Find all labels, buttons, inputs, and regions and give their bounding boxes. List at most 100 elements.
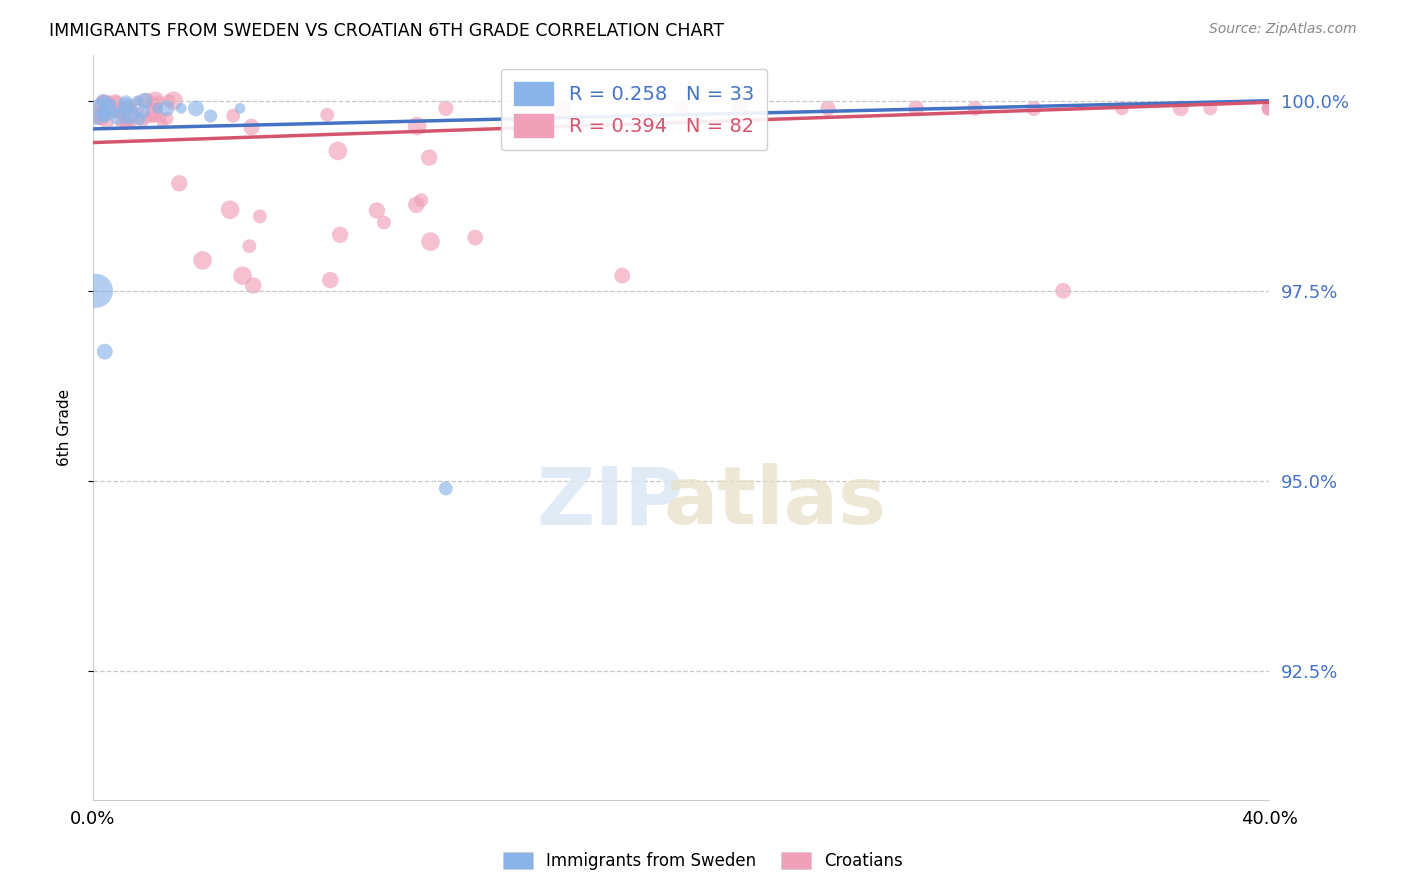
- Point: [1111, 101, 1133, 115]
- Point: [405, 198, 427, 212]
- Y-axis label: 6th Grade: 6th Grade: [58, 389, 72, 467]
- Point: [128, 94, 150, 108]
- Point: [162, 94, 184, 108]
- Point: [91, 94, 114, 108]
- Point: [127, 94, 149, 108]
- Point: [249, 210, 271, 224]
- Legend: R = 0.258   N = 33, R = 0.394   N = 82: R = 0.258 N = 33, R = 0.394 N = 82: [501, 69, 768, 151]
- Point: [111, 103, 134, 117]
- Point: [167, 176, 190, 190]
- Point: [238, 239, 260, 253]
- Point: [669, 101, 692, 115]
- Point: [128, 105, 150, 120]
- Point: [817, 101, 839, 115]
- Point: [117, 112, 139, 126]
- Point: [120, 109, 142, 123]
- Point: [1258, 101, 1281, 115]
- Point: [150, 111, 173, 125]
- Point: [121, 97, 143, 112]
- Point: [114, 116, 136, 130]
- Point: [219, 202, 242, 217]
- Point: [136, 94, 159, 108]
- Point: [1022, 101, 1045, 115]
- Point: [93, 94, 115, 108]
- Point: [316, 108, 339, 122]
- Point: [121, 103, 143, 117]
- Point: [242, 278, 264, 293]
- Point: [128, 112, 150, 126]
- Point: [170, 101, 193, 115]
- Point: [100, 97, 122, 112]
- Point: [728, 101, 751, 115]
- Point: [142, 96, 165, 111]
- Point: [1258, 101, 1281, 115]
- Point: [120, 102, 142, 116]
- Point: [240, 120, 263, 134]
- Point: [434, 101, 457, 115]
- Point: [905, 101, 928, 115]
- Point: [146, 101, 169, 115]
- Point: [108, 103, 131, 117]
- Point: [107, 94, 129, 108]
- Point: [87, 99, 110, 113]
- Point: [104, 94, 127, 108]
- Point: [87, 103, 110, 117]
- Point: [1052, 284, 1074, 298]
- Point: [200, 109, 222, 123]
- Point: [93, 108, 115, 122]
- Point: [411, 193, 433, 207]
- Point: [157, 94, 180, 108]
- Point: [96, 116, 118, 130]
- Point: [107, 110, 129, 124]
- Point: [94, 111, 117, 125]
- Point: [156, 112, 179, 126]
- Point: [94, 344, 117, 359]
- Point: [373, 215, 395, 229]
- Point: [148, 94, 170, 108]
- Point: [1199, 101, 1222, 115]
- Point: [232, 268, 254, 283]
- Point: [326, 144, 349, 158]
- Point: [90, 109, 112, 123]
- Point: [132, 104, 155, 119]
- Point: [150, 117, 173, 131]
- Point: [145, 98, 167, 112]
- Point: [118, 115, 141, 129]
- Point: [91, 106, 114, 120]
- Point: [128, 112, 150, 127]
- Point: [366, 203, 388, 218]
- Point: [963, 101, 986, 115]
- Point: [229, 101, 252, 115]
- Point: [419, 235, 441, 249]
- Point: [84, 284, 107, 298]
- Point: [553, 101, 575, 115]
- Point: [464, 230, 486, 244]
- Point: [86, 112, 108, 126]
- Point: [89, 112, 111, 126]
- Text: IMMIGRANTS FROM SWEDEN VS CROATIAN 6TH GRADE CORRELATION CHART: IMMIGRANTS FROM SWEDEN VS CROATIAN 6TH G…: [49, 22, 724, 40]
- Point: [115, 99, 138, 113]
- Point: [115, 95, 138, 109]
- Point: [115, 112, 138, 126]
- Point: [111, 108, 134, 122]
- Point: [112, 103, 135, 118]
- Point: [104, 106, 127, 120]
- Point: [97, 94, 120, 108]
- Text: atlas: atlas: [664, 463, 887, 541]
- Point: [434, 482, 457, 496]
- Point: [131, 116, 153, 130]
- Point: [90, 94, 112, 108]
- Point: [143, 94, 166, 108]
- Point: [406, 119, 429, 133]
- Point: [134, 94, 156, 108]
- Text: Source: ZipAtlas.com: Source: ZipAtlas.com: [1209, 22, 1357, 37]
- Point: [96, 95, 118, 109]
- Point: [145, 110, 167, 124]
- Point: [93, 101, 115, 115]
- Point: [418, 151, 440, 165]
- Point: [191, 253, 214, 268]
- Point: [89, 110, 111, 124]
- Point: [184, 101, 207, 115]
- Point: [612, 268, 634, 283]
- Point: [319, 273, 342, 287]
